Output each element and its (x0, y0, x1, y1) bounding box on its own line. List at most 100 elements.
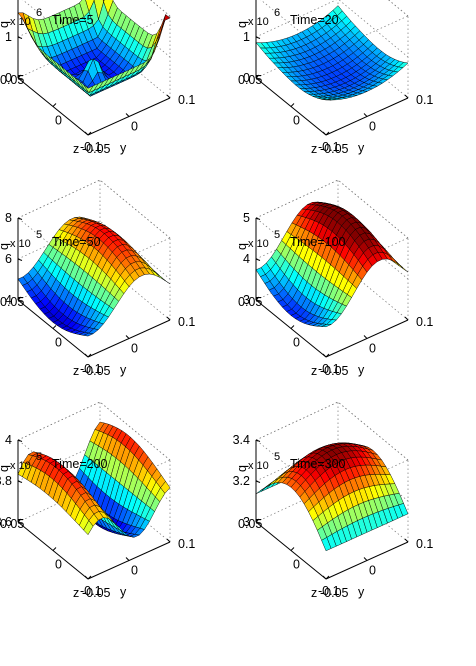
x-tick-mark (255, 518, 260, 523)
y-axis-label: y (358, 363, 365, 377)
x-axis-label: z (311, 364, 317, 378)
z-tick-mark (255, 258, 261, 261)
x-tick-mark (255, 74, 260, 79)
z-exponent-base: x 10 (10, 460, 31, 472)
y-tick-mark (125, 557, 130, 561)
x-tick-label: 0.05 (0, 73, 24, 87)
x-tick-mark (52, 547, 57, 551)
chart-title: Time=50 (52, 235, 101, 249)
x-tick-label: -0.05 (82, 364, 111, 378)
x-tick-label: 0.05 (0, 295, 24, 309)
y-tick-label: 0.1 (178, 93, 195, 107)
x-axis-label: z (73, 586, 79, 600)
y-tick-label: 0 (369, 120, 376, 134)
z-tick-mark (255, 521, 261, 524)
x-tick-mark (52, 325, 57, 329)
x-tick-label: 0.05 (238, 517, 262, 531)
chart-title: Time=300 (290, 457, 346, 471)
x-tick-label: 0 (293, 114, 300, 128)
z-tick-label: 1 (5, 30, 12, 44)
z-tick-mark (255, 77, 261, 80)
x-tick-label: 0 (55, 114, 62, 128)
y-tick-mark (125, 113, 130, 117)
y-tick-label: 0.1 (178, 315, 195, 329)
surface (17, 0, 171, 97)
y-tick-label: 0 (131, 564, 138, 578)
box-top-front (260, 0, 409, 54)
chart-panel: 4 6 8 0.05 0 -0.05-0.1 0 0.1 q z y x 10 5 Time=50 (0, 179, 195, 378)
chart-panel: 3 4 5 0.05 0 -0.05-0.1 0 0.1 q z y x 10 5 Time=100 (235, 179, 433, 378)
chart-panel: 3.6 3.8 4 0.05 0 -0.05-0.1 0 0.1 q z y x 10 5 Time=20… (0, 401, 195, 600)
y-tick-label: -0.1 (80, 362, 102, 376)
x-tick-mark (52, 103, 57, 107)
z-tick-mark (255, 217, 261, 220)
z-exponent: 5 (274, 451, 280, 463)
surface-cell (82, 332, 94, 337)
y-tick-mark (84, 131, 89, 136)
chart-title: Time=5 (52, 13, 94, 27)
x-tick-label: -0.05 (320, 586, 349, 600)
surface (255, 442, 409, 552)
z-exponent-base: x 10 (10, 16, 31, 28)
z-tick-label: 4 (5, 433, 12, 447)
z-tick-mark (17, 258, 23, 261)
z-exponent: 5 (36, 229, 42, 241)
z-exponent-base: x 10 (248, 460, 269, 472)
x-tick-mark (87, 575, 92, 580)
chart-title: Time=200 (52, 457, 108, 471)
y-tick-label: 0.1 (416, 537, 433, 551)
x-tick-mark (325, 131, 330, 136)
y-tick-mark (322, 131, 327, 136)
z-tick-label: 0 (5, 71, 12, 85)
z-exponent: 6 (274, 7, 280, 19)
x-tick-mark (290, 547, 295, 551)
y-tick-label: 0 (369, 342, 376, 356)
z-tick-label: 0 (243, 71, 250, 85)
x-axis-label: z (73, 142, 79, 156)
z-tick-label: 8 (5, 211, 12, 225)
y-tick-label: 0.1 (178, 537, 195, 551)
z-axis-label: q (235, 465, 249, 472)
y-tick-mark (322, 575, 327, 580)
x-tick-mark (290, 325, 295, 329)
surface-cell (321, 537, 332, 552)
y-tick-label: 0 (131, 120, 138, 134)
chart-title: Time=100 (290, 235, 346, 249)
z-tick-mark (255, 36, 261, 39)
y-tick-label: -0.1 (80, 140, 102, 154)
z-exponent: 5 (274, 229, 280, 241)
x-tick-label: 0.05 (0, 517, 24, 531)
y-tick-mark (404, 94, 409, 99)
y-axis-label: y (120, 363, 127, 377)
z-tick-mark (17, 77, 23, 80)
surface (255, 201, 409, 328)
z-tick-label: 6 (5, 252, 12, 266)
x-tick-label: 0 (55, 336, 62, 350)
x-tick-mark (255, 296, 260, 301)
z-tick-mark (255, 480, 261, 483)
z-tick-mark (255, 299, 261, 302)
x-tick-label: -0.05 (320, 364, 349, 378)
x-tick-mark (325, 353, 330, 358)
x-tick-mark (325, 575, 330, 580)
z-tick-label: 2 (5, 0, 12, 3)
z-exponent-base: x 10 (10, 238, 31, 250)
z-tick-label: 3.2 (233, 474, 250, 488)
z-tick-mark (17, 439, 23, 442)
z-axis-label: q (0, 465, 11, 472)
z-tick-mark (255, 439, 261, 442)
surface-cell (155, 14, 166, 42)
y-tick-mark (166, 94, 171, 99)
z-tick-label: 4 (5, 293, 12, 307)
z-axis-label: q (0, 243, 11, 250)
x-tick-mark (290, 103, 295, 107)
z-tick-label: 4 (243, 252, 250, 266)
y-tick-mark (166, 316, 171, 321)
y-tick-mark (363, 113, 368, 117)
y-tick-label: 0.1 (416, 93, 433, 107)
z-axis-label: q (235, 21, 249, 28)
x-tick-mark (87, 131, 92, 136)
y-axis-label: y (358, 141, 365, 155)
y-tick-mark (166, 538, 171, 543)
